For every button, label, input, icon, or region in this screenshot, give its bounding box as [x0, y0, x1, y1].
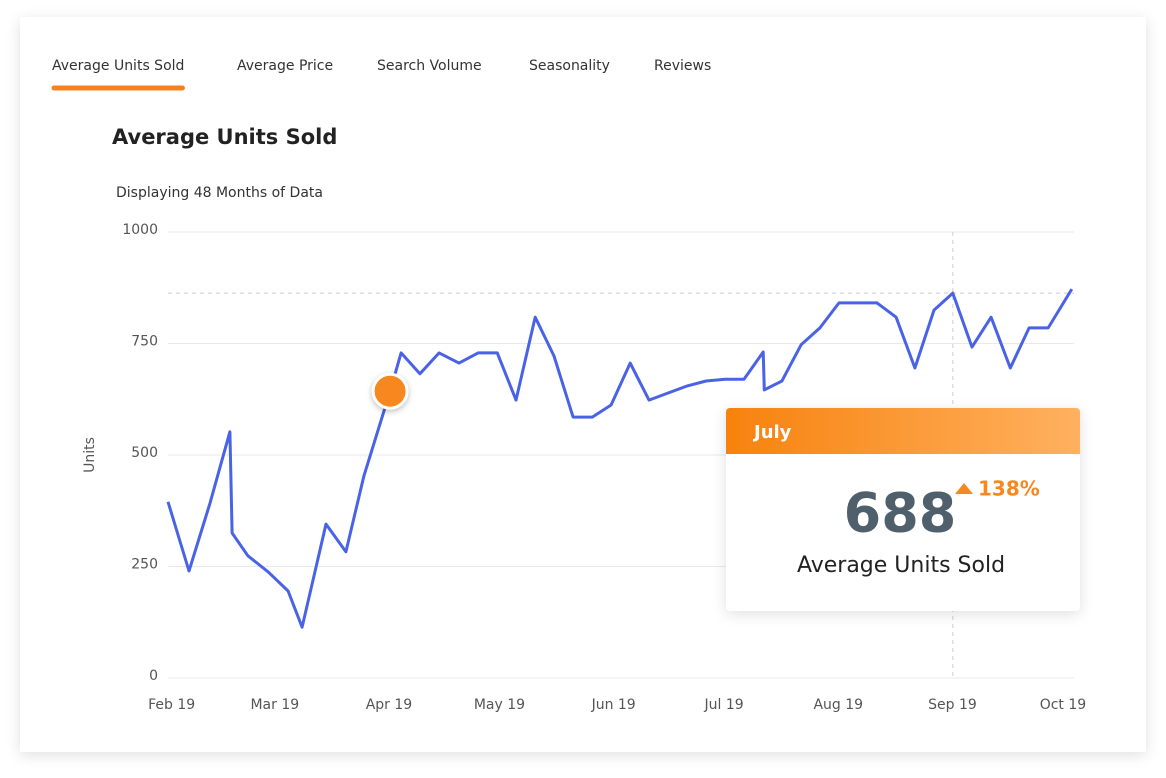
tab-bar: Average Units Sold Average Price Search Vo… — [51, 58, 711, 91]
tab[interactable]: Average Units Sold — [52, 58, 184, 74]
x-tick-label: May 19 — [474, 697, 525, 713]
y-tick-label: 1000 — [122, 222, 158, 238]
x-tick-label: Jun 19 — [591, 697, 636, 713]
tooltip — [726, 408, 1080, 611]
card — [20, 17, 1146, 752]
plot: 0 250 500 750 1000 Feb 19 Mar 19 Apr 19 May 19 Ju… — [122, 222, 1086, 713]
up-arrow — [955, 483, 973, 494]
y-tick-label: 750 — [131, 334, 158, 350]
x-tick-label: Mar 19 — [250, 697, 299, 713]
chart-title: Average Units Sold — [112, 125, 337, 149]
tab[interactable]: Reviews — [654, 58, 711, 74]
x-tick-label: Oct 19 — [1040, 697, 1086, 713]
tab[interactable]: Search Volume — [377, 58, 482, 74]
tab[interactable]: Seasonality — [529, 58, 610, 74]
x-tick-label: Apr 19 — [366, 697, 412, 713]
chart-subtitle: Displaying 48 Months of Data — [116, 185, 323, 201]
x-tick-label: Aug 19 — [813, 697, 863, 713]
x-tick-label: Jul 19 — [704, 697, 744, 713]
x-tick-label: Sep 19 — [928, 697, 977, 713]
tooltip-header — [726, 408, 1080, 454]
y-tick-label: 0 — [149, 668, 158, 684]
x-tick-label: Feb 19 — [148, 697, 195, 713]
y-tick-label: 250 — [131, 557, 158, 573]
tooltip-title: July — [752, 422, 792, 443]
data-line — [166, 288, 1074, 629]
highlight-marker — [371, 372, 409, 410]
y-axis-label: Units — [82, 437, 98, 473]
tooltip-value: 688 — [844, 482, 957, 545]
tooltip-label: Average Units Sold — [797, 553, 1005, 578]
tooltip-box — [726, 408, 1080, 611]
y-tick-label: 500 — [131, 445, 158, 461]
tooltip-change: 138% — [978, 477, 1040, 501]
tab[interactable]: Average Price — [237, 58, 333, 74]
